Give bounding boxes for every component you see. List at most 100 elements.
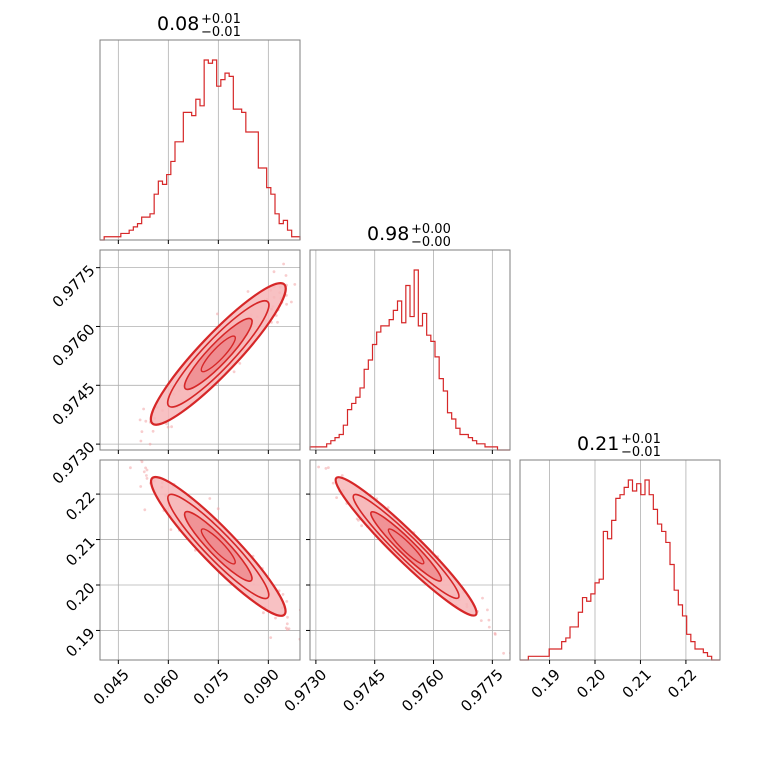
scatter-point — [286, 615, 289, 619]
contour-panel-param-2-vs-param-3 — [245, 394, 577, 708]
y-tick-label: 0.9730 — [49, 438, 99, 488]
scatter-point — [513, 649, 516, 652]
scatter-point — [543, 667, 546, 670]
x-tick-label: 0.060 — [140, 666, 183, 709]
scatter-point — [303, 436, 306, 439]
scatter-point — [144, 466, 148, 470]
title-upper-error: +0.01 — [201, 12, 241, 27]
title-upper-error: +0.01 — [621, 432, 661, 447]
scatter-point — [301, 270, 304, 273]
scatter-point — [306, 646, 309, 649]
scatter-point — [140, 430, 144, 433]
scatter-point — [166, 425, 170, 429]
tick-marks — [96, 493, 269, 664]
scatter-point — [145, 474, 148, 477]
scatter-point — [331, 481, 335, 485]
scatter-point — [238, 362, 242, 365]
scatter-point — [327, 466, 330, 469]
panel-frame — [99, 249, 301, 451]
scatter-point — [340, 474, 344, 477]
scatter-point — [216, 507, 220, 511]
title-param-3: 0.21 +0.01 −0.01 — [577, 432, 661, 460]
scatter-point — [276, 320, 279, 324]
x-tick-label: 0.19 — [528, 666, 564, 702]
scatter-point — [360, 524, 363, 528]
contour-marks — [69, 194, 350, 501]
scatter-point — [341, 220, 344, 223]
scatter-point — [232, 370, 236, 374]
scatter-point — [290, 444, 293, 447]
x-tick-label: 0.22 — [664, 666, 700, 702]
panel-frame — [309, 249, 511, 451]
scatter-point — [324, 645, 327, 648]
scatter-point — [297, 454, 300, 457]
scatter-point — [144, 419, 148, 423]
scatter-point — [142, 470, 146, 474]
scatter-point — [357, 518, 360, 522]
scatter-point — [60, 385, 63, 388]
contour-level — [200, 528, 236, 565]
scatter-point — [281, 432, 284, 435]
x-tick-label: 0.075 — [190, 666, 233, 709]
x-tick-label: 0.9745 — [339, 666, 389, 716]
scatter-point — [69, 498, 72, 501]
scatter-point — [481, 596, 484, 600]
x-tick-label: 0.9730 — [281, 666, 331, 716]
title-upper-error: +0.00 — [411, 222, 451, 237]
scatter-point — [502, 651, 505, 655]
scatter-point — [329, 673, 332, 676]
scatter-point — [293, 283, 297, 286]
x-tick-label: 0.21 — [619, 666, 655, 702]
scatter-point — [216, 312, 219, 316]
title-param-1: 0.08 +0.01 −0.01 — [157, 12, 241, 40]
scatter-point — [333, 263, 336, 266]
scatter-point — [145, 477, 149, 480]
grid-lines — [100, 250, 300, 450]
histogram-step-line — [309, 269, 510, 451]
scatter-point — [245, 394, 248, 397]
scatter-point — [324, 467, 328, 470]
contour-level — [387, 528, 425, 565]
contour-panel-param-1-vs-param-2 — [69, 194, 350, 501]
histogram-marks — [520, 479, 720, 661]
grid-lines — [315, 250, 493, 450]
scatter-point — [290, 300, 293, 304]
scatter-point — [138, 418, 142, 422]
x-tick-label: 0.045 — [90, 666, 133, 709]
x-tick-label: 0.9760 — [398, 666, 448, 716]
grid-lines — [100, 460, 300, 660]
histogram-marks — [309, 269, 510, 451]
y-tick-label: 0.9745 — [49, 379, 99, 429]
scatter-point — [170, 425, 174, 429]
scatter-point — [281, 593, 285, 596]
scatter-point — [347, 194, 350, 197]
scatter-point — [285, 622, 289, 626]
scatter-point — [286, 628, 289, 631]
contour-marks — [38, 371, 424, 742]
scatter-point — [487, 618, 491, 622]
title-value: 0.98 — [367, 223, 409, 245]
title-value: 0.08 — [157, 13, 199, 35]
x-tick-label: 0.20 — [573, 666, 609, 702]
x-tick-label: 0.9775 — [457, 666, 507, 716]
contour-panel-param-1-vs-param-3 — [38, 371, 424, 742]
histogram-marks — [100, 59, 301, 241]
scatter-point — [145, 468, 149, 472]
title-lower-error: −0.01 — [621, 445, 661, 460]
scatter-point — [282, 262, 285, 266]
scatter-point — [574, 705, 577, 708]
scatter-point — [139, 439, 143, 443]
scatter-point — [551, 698, 554, 701]
scatter-point — [336, 216, 339, 219]
scatter-point — [312, 626, 315, 629]
scatter-point — [421, 739, 424, 742]
scatter-point — [544, 699, 547, 702]
y-tick-label: 0.21 — [62, 533, 98, 569]
y-tick-label: 0.9775 — [49, 261, 99, 311]
scatter-point — [129, 466, 132, 470]
scatter-point — [38, 371, 41, 374]
scatter-point — [151, 429, 155, 433]
scatter-point — [140, 460, 144, 464]
y-tick-label: 0.20 — [62, 579, 98, 615]
